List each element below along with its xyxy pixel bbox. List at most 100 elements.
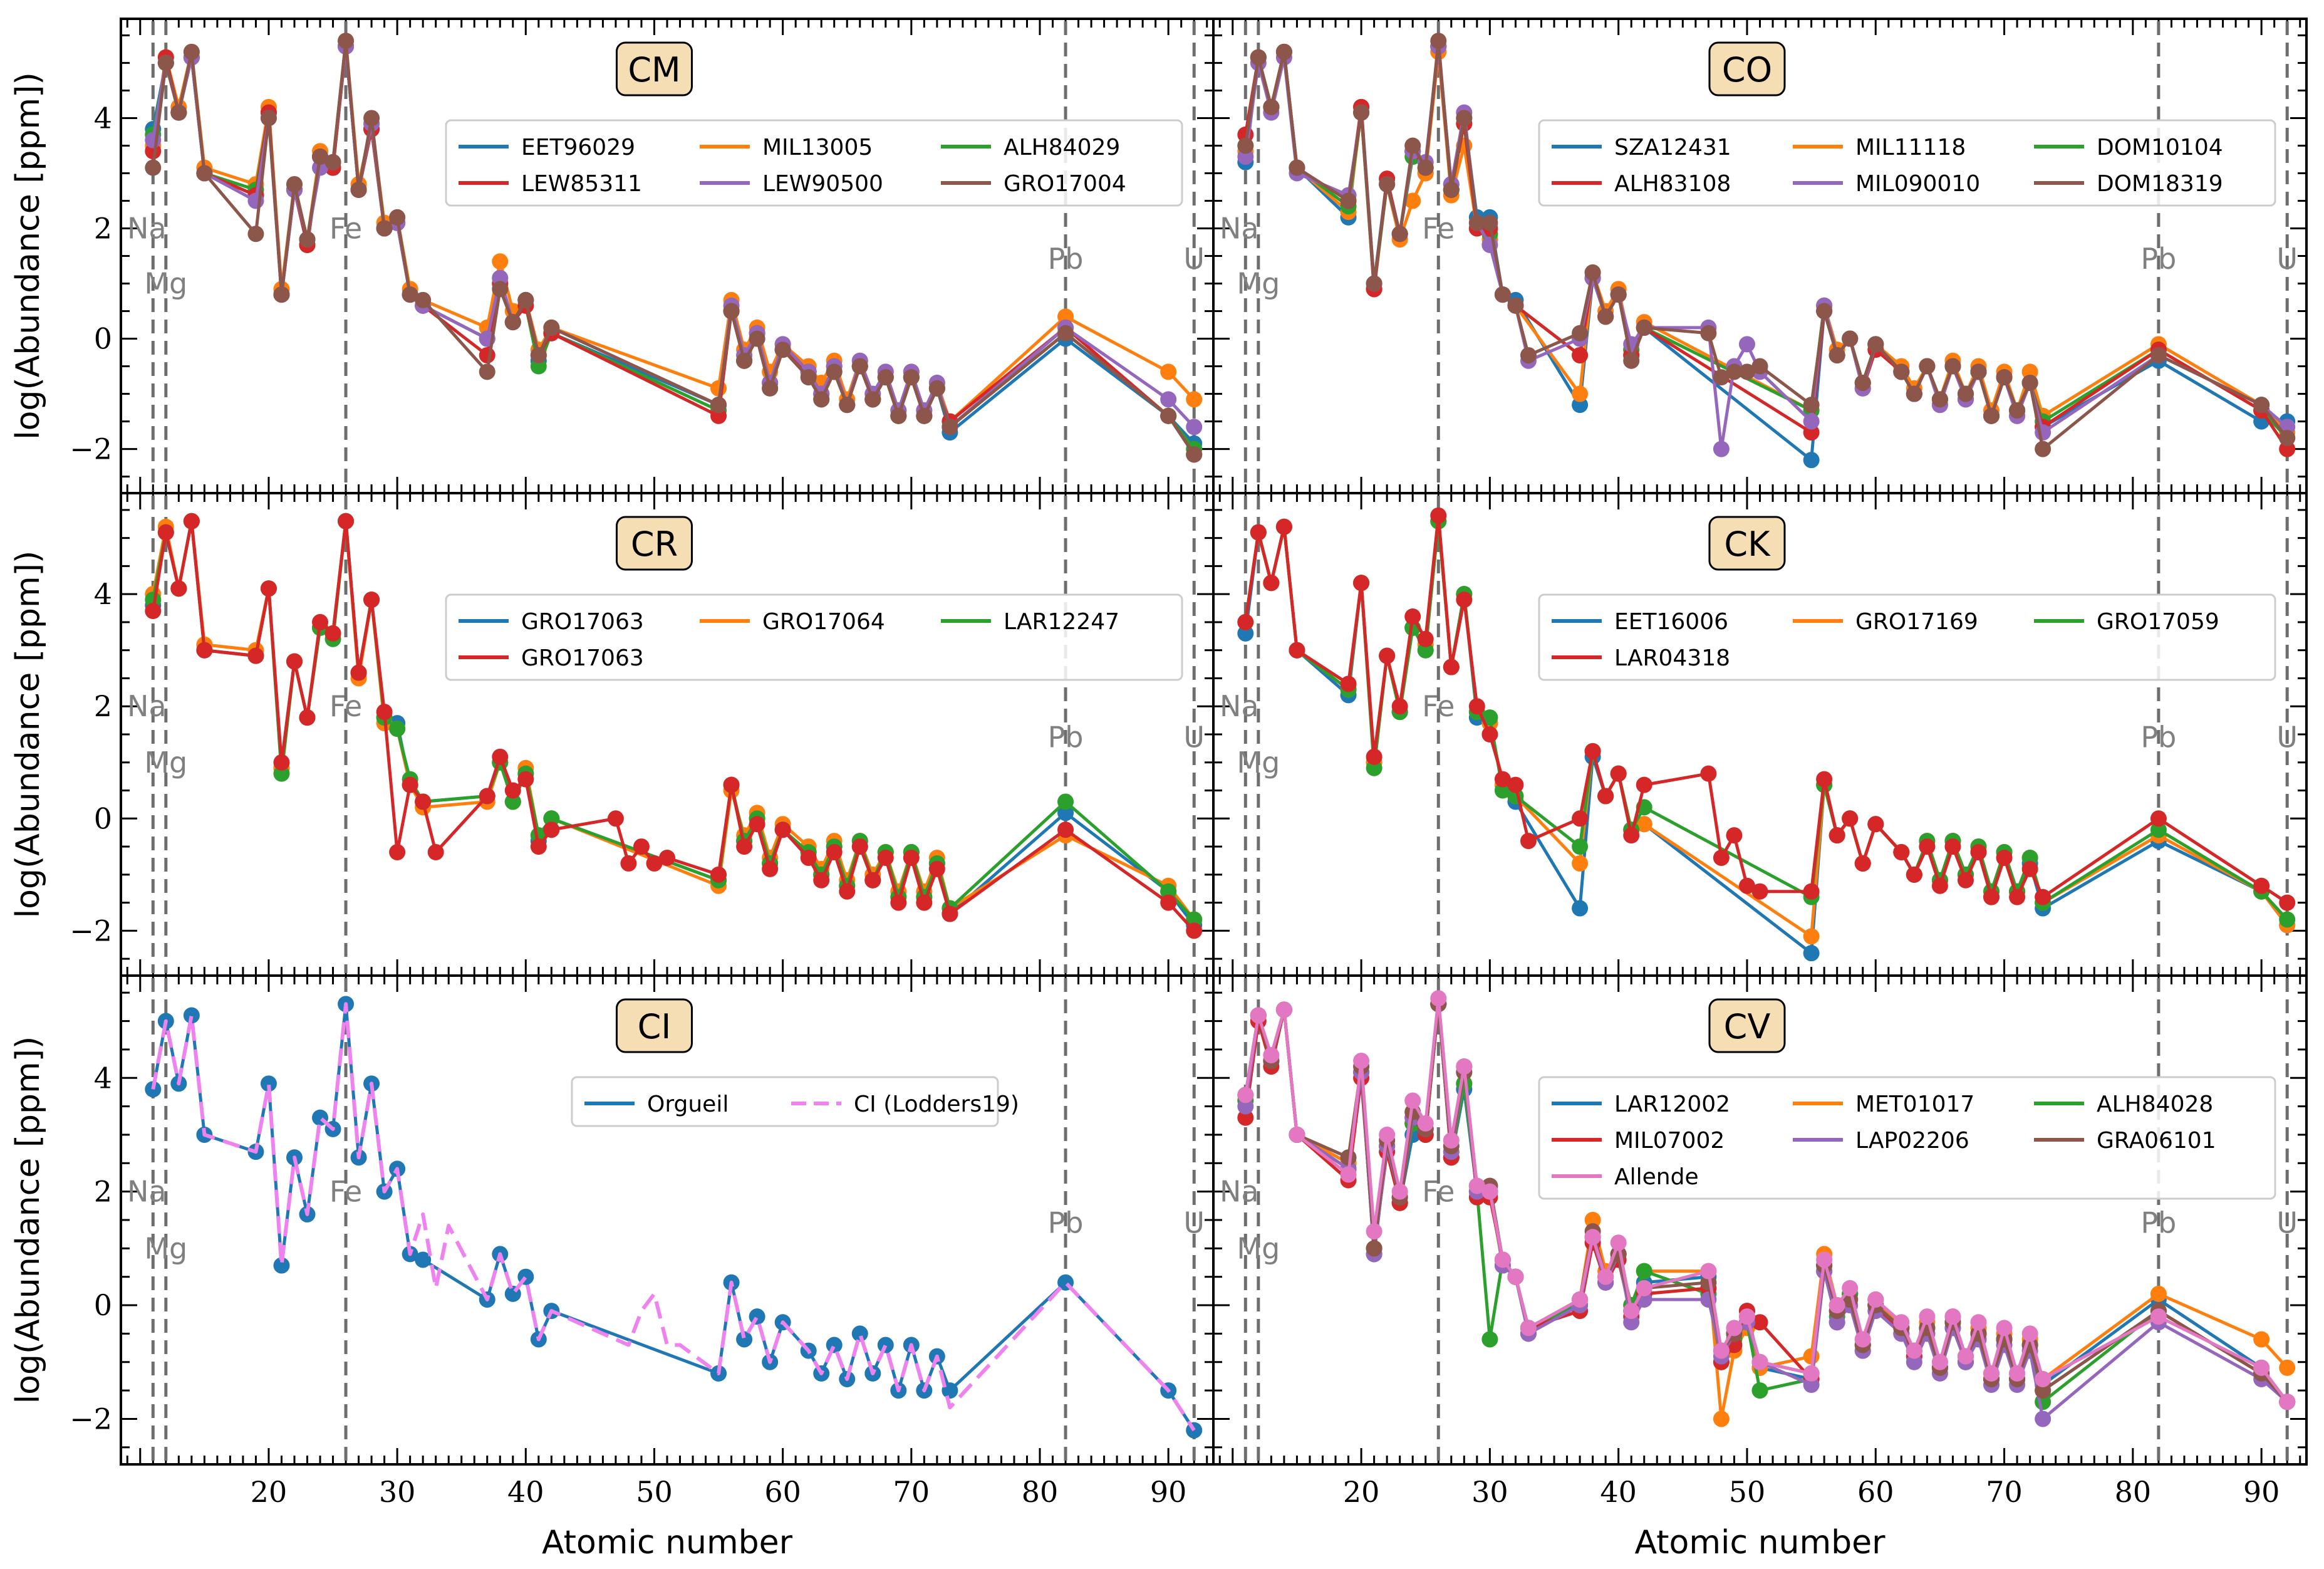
data-point <box>1186 446 1203 463</box>
data-point <box>1572 838 1589 855</box>
element-label-u: U <box>2276 720 2298 754</box>
data-point <box>1700 765 1717 782</box>
data-point <box>646 855 663 872</box>
data-point <box>1404 608 1421 625</box>
data-point <box>1597 1268 1614 1285</box>
data-point <box>2150 1308 2167 1325</box>
data-point <box>350 664 367 681</box>
x-tick-label: 70 <box>893 1475 930 1509</box>
x-tick-label: 60 <box>1857 1475 1894 1509</box>
data-point <box>851 838 868 855</box>
data-point <box>1893 1314 1910 1331</box>
data-point <box>1507 776 1524 793</box>
data-point <box>1983 1365 2000 1382</box>
y-axis-label: log(Abundance [ppm]) <box>9 551 47 919</box>
panel-title-box <box>1708 41 1786 96</box>
data-point <box>1160 883 1177 900</box>
data-point <box>1468 214 1485 231</box>
data-point <box>710 397 727 414</box>
legend-label: CI (Lodders19) <box>854 1092 1019 1117</box>
data-point <box>942 905 958 922</box>
data-point <box>1494 771 1511 788</box>
data-point <box>813 391 830 408</box>
panel-title-box <box>1708 998 1786 1053</box>
data-point <box>1623 352 1640 369</box>
data-point <box>1404 137 1421 154</box>
data-point <box>2035 889 2052 905</box>
data-point <box>543 821 560 838</box>
legend-label: ALH83108 <box>1614 171 1731 197</box>
y-axis-label: log(Abundance [ppm]) <box>9 72 47 440</box>
data-point <box>774 821 791 838</box>
data-point <box>530 347 547 363</box>
data-point <box>1713 849 1730 866</box>
data-point <box>1842 1280 1859 1296</box>
data-point <box>2253 397 2270 414</box>
data-point <box>1289 642 1305 659</box>
data-point <box>1636 1280 1652 1296</box>
data-point <box>620 855 637 872</box>
y-tick-label: 4 <box>94 1061 112 1095</box>
data-point <box>1057 821 1074 838</box>
data-point <box>1636 1263 1652 1280</box>
data-point <box>312 613 329 630</box>
data-point <box>1751 1382 1768 1399</box>
data-point <box>492 748 509 765</box>
data-point <box>1572 1291 1589 1308</box>
element-label-u: U <box>1183 1206 1205 1240</box>
legend <box>445 593 1183 681</box>
data-point <box>736 1331 753 1348</box>
x-tick-label: 60 <box>764 1475 801 1509</box>
data-point <box>2150 810 2167 827</box>
element-label-fe: Fe <box>1422 1175 1455 1209</box>
data-point <box>2253 877 2270 894</box>
panel-title: CR <box>631 524 678 564</box>
legend-label: ALH84029 <box>1004 135 1120 160</box>
data-point <box>1366 1223 1382 1240</box>
data-point <box>1263 98 1280 115</box>
data-point <box>2150 821 2167 838</box>
data-point <box>1289 159 1305 176</box>
data-point <box>1572 810 1589 827</box>
element-label-u: U <box>1183 242 1205 276</box>
legend-label: MIL07002 <box>1614 1128 1725 1154</box>
data-point <box>479 363 495 380</box>
data-point <box>1996 369 2013 386</box>
y-tick-label: −2 <box>70 432 112 466</box>
panel-title-box <box>615 998 693 1053</box>
legend-label: LAR04318 <box>1614 645 1730 671</box>
data-point <box>877 369 894 386</box>
series-line <box>151 519 1196 932</box>
data-point <box>1237 1109 1254 1126</box>
legend-label: EET96029 <box>521 135 635 160</box>
data-point <box>196 642 213 659</box>
data-point <box>1803 1365 1820 1382</box>
axes-frame <box>1212 974 2308 1466</box>
data-point <box>1944 838 1961 855</box>
data-point <box>1481 214 1498 231</box>
data-point <box>2279 429 2296 446</box>
data-point <box>1931 391 1948 408</box>
data-point <box>1906 385 1922 402</box>
data-point <box>402 286 418 303</box>
legend-label: GRO17004 <box>1004 171 1126 197</box>
data-point <box>1237 613 1254 630</box>
data-point <box>1430 33 1447 50</box>
data-point <box>145 603 162 620</box>
data-point <box>1726 827 1743 844</box>
data-point <box>1597 788 1614 805</box>
data-point <box>2009 402 2026 419</box>
data-point <box>1391 698 1408 715</box>
data-point <box>1636 816 1652 833</box>
x-tick-label: 20 <box>251 1475 288 1509</box>
data-point <box>774 341 791 358</box>
data-point <box>749 816 765 833</box>
data-point <box>363 592 380 608</box>
x-tick-label: 50 <box>1729 1475 1766 1509</box>
data-point <box>247 647 264 664</box>
data-point <box>1867 336 1884 353</box>
data-point <box>1353 1053 1370 1070</box>
data-point <box>1366 1240 1382 1257</box>
data-point <box>633 838 650 855</box>
data-point <box>1867 1291 1884 1308</box>
